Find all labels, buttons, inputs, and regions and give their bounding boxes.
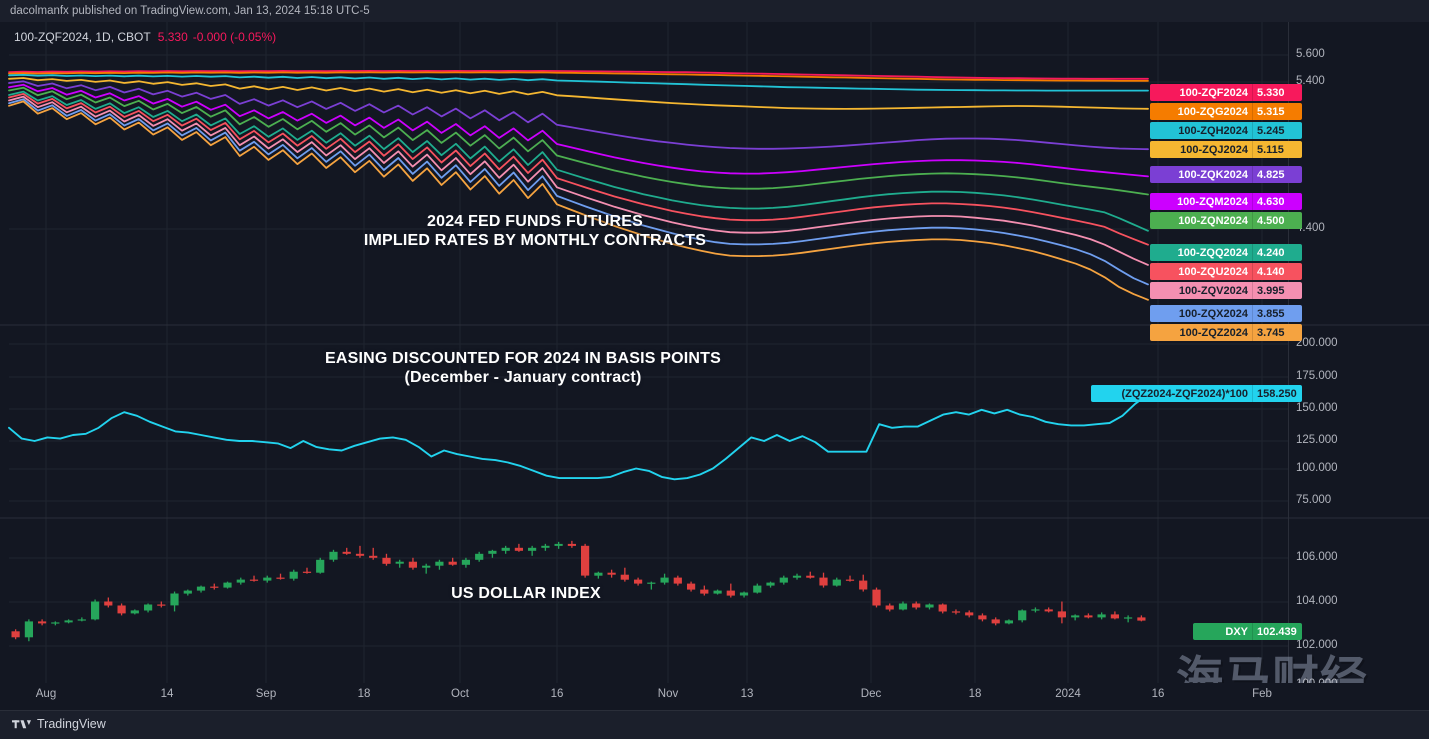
symbol-label: 100-ZQF2024, 1D, CBOT [14,30,151,44]
legend-badge-symbol: 100-ZQN2024 [1150,212,1252,229]
chart-graphics [0,22,1429,683]
legend-badge-price: 3.855 [1252,305,1302,322]
legend-badge-symbol: (ZQZ2024-ZQF2024)*100 [1091,385,1252,402]
legend-price-badge[interactable]: 100-ZQX2024 3.855 [1150,305,1302,322]
price-axis-tick: 102.000 [1296,639,1338,651]
legend-badge-price: 5.245 [1252,122,1302,139]
legend-price-badge[interactable]: 100-ZQZ2024 3.745 [1150,324,1302,341]
pane3-title: US DOLLAR INDEX [451,585,601,602]
tradingview-glyph-icon [12,719,31,728]
legend-price-badge[interactable]: 100-ZQH2024 5.245 [1150,122,1302,139]
legend-price-badge[interactable]: 100-ZQK2024 4.825 [1150,166,1302,183]
pane1-title: 2024 FED FUNDS FUTURES IMPLIED RATES BY … [335,212,735,250]
legend-badge-symbol: 100-ZQF2024 [1150,84,1252,101]
legend-price-badge[interactable]: (ZQZ2024-ZQF2024)*100 158.250 [1091,385,1302,402]
legend-price-badge[interactable]: 100-ZQN2024 4.500 [1150,212,1302,229]
tradingview-logo[interactable]: TradingView [12,717,106,731]
price-change: -0.000 (-0.05%) [192,30,277,44]
price-axis-tick: 200.000 [1296,337,1338,349]
legend-badge-symbol: 100-ZQG2024 [1150,103,1252,120]
legend-badge-symbol: 100-ZQQ2024 [1150,244,1252,261]
publisher-bar: dacolmanfx published on TradingView.com,… [0,0,1429,22]
legend-badge-symbol: 100-ZQK2024 [1150,166,1252,183]
legend-badge-symbol: 100-ZQM2024 [1150,193,1252,210]
price-axis-tick: 75.000 [1296,494,1332,506]
legend-badge-price: 5.330 [1252,84,1302,101]
legend-price-badge[interactable]: 100-ZQF2024 5.330 [1150,84,1302,101]
pane2-title: EASING DISCOUNTED FOR 2024 IN BASIS POIN… [323,349,723,387]
time-axis-tick: Dec [860,688,882,700]
legend-badge-price: 4.240 [1252,244,1302,261]
price-axis-tick: 104.000 [1296,595,1338,607]
bottom-toolbar: TradingView [0,710,1429,739]
legend-price-badge[interactable]: 100-ZQQ2024 4.240 [1150,244,1302,261]
legend-price-badge[interactable]: DXY 102.439 [1193,623,1302,640]
legend-badge-price: 4.500 [1252,212,1302,229]
tradingview-brand-label: TradingView [37,717,106,731]
legend-badge-price: 3.745 [1252,324,1302,341]
legend-price-badge[interactable]: 100-ZQJ2024 5.115 [1150,141,1302,158]
time-axis-tick: Sep [255,688,277,700]
legend-price-badge[interactable]: 100-ZQM2024 4.630 [1150,193,1302,210]
price-axis-tick: 100.000 [1296,462,1338,474]
time-axis-tick: 16 [550,688,564,700]
pane2-title-line1: EASING DISCOUNTED FOR 2024 IN BASIS POIN… [324,350,722,367]
legend-badge-symbol: DXY [1193,623,1252,640]
pane2-title-line2: (December - January contract) [404,369,642,386]
pane1-title-line2: IMPLIED RATES BY MONTHLY CONTRACTS [363,232,707,249]
legend-badge-symbol: 100-ZQX2024 [1150,305,1252,322]
time-axis[interactable]: Aug 14 Sep 18 Oct 16 Nov 13 Dec 18 2024 16 Feb [0,683,1429,710]
legend-badge-price: 5.315 [1252,103,1302,120]
time-axis-tick: 14 [160,688,174,700]
legend-badge-price: 102.439 [1252,623,1302,640]
time-axis-tick: 16 [1151,688,1165,700]
legend-badge-price: 3.995 [1252,282,1302,299]
time-axis-tick: 18 [357,688,371,700]
time-axis-tick: Aug [35,688,57,700]
price-axis-tick: 5.600 [1296,48,1325,60]
time-axis-tick: 2024 [1055,688,1081,700]
price-axis-tick: 150.000 [1296,402,1338,414]
pane1-title-line1: 2024 FED FUNDS FUTURES [427,213,643,230]
legend-badge-price: 158.250 [1252,385,1302,402]
time-axis-tick: Feb [1252,688,1272,700]
legend-badge-symbol: 100-ZQH2024 [1150,122,1252,139]
legend-badge-price: 4.630 [1252,193,1302,210]
legend-price-badge[interactable]: 100-ZQV2024 3.995 [1150,282,1302,299]
legend-badge-symbol: 100-ZQJ2024 [1150,141,1252,158]
legend-badge-price: 4.825 [1252,166,1302,183]
publisher-text: dacolmanfx published on TradingView.com,… [10,5,370,17]
legend-badge-symbol: 100-ZQU2024 [1150,263,1252,280]
legend-badge-symbol: 100-ZQV2024 [1150,282,1252,299]
legend-badge-symbol: 100-ZQZ2024 [1150,324,1252,341]
price-axis-tick: 106.000 [1296,551,1338,563]
legend-price-badge[interactable]: 100-ZQU2024 4.140 [1150,263,1302,280]
legend-badge-price: 4.140 [1252,263,1302,280]
price-axis-tick: 125.000 [1296,434,1338,446]
time-axis-tick: Nov [657,688,679,700]
last-price: 5.330 [157,30,188,44]
legend-badge-price: 5.115 [1252,141,1302,158]
price-axis-tick: 175.000 [1296,370,1338,382]
legend-price-badge[interactable]: 100-ZQG2024 5.315 [1150,103,1302,120]
time-axis-tick: 13 [740,688,754,700]
price-axis-separator [1288,22,1289,683]
price-axis-tick: 5.400 [1296,75,1325,87]
price-axis-tick: 4.400 [1296,222,1325,234]
time-axis-tick: 18 [968,688,982,700]
symbol-quote-line[interactable]: 100-ZQF2024, 1D, CBOT 5.330 -0.000 (-0.05%… [14,30,276,44]
time-axis-tick: Oct [451,688,469,700]
